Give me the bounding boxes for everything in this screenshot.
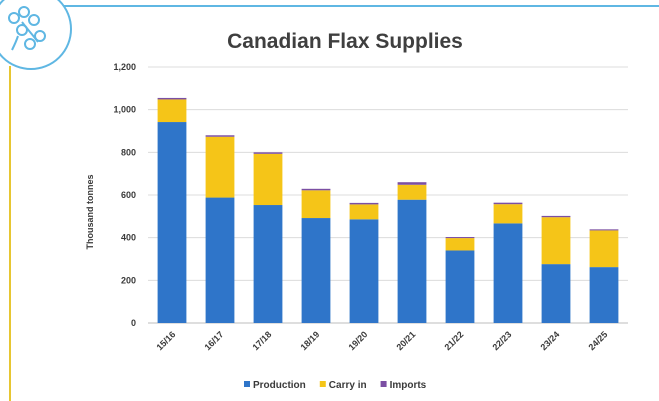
x-tick-label: 17/18 (250, 329, 273, 352)
bar-imports (205, 135, 235, 137)
bar-carry-in (541, 217, 571, 265)
legend-swatch (380, 381, 387, 387)
frame-top-border (62, 5, 659, 7)
y-tick-label: 800 (121, 147, 136, 157)
y-tick-label: 600 (121, 190, 136, 200)
legend-item-label: Imports (390, 380, 427, 391)
x-tick-label: 20/21 (394, 329, 417, 352)
bar-production (349, 219, 379, 323)
chart-title: Canadian Flax Supplies (227, 30, 463, 53)
bar-imports (253, 152, 283, 154)
bar-production (493, 223, 523, 323)
bar-carry-in (589, 230, 619, 268)
bar-imports (349, 202, 379, 205)
x-tick-label: 23/24 (538, 329, 561, 352)
y-axis-label: Thousand tonnes (85, 175, 95, 250)
bar-carry-in (397, 184, 427, 200)
bar-imports (493, 202, 523, 205)
bar-production (157, 122, 187, 323)
y-tick-label: 0 (131, 318, 136, 328)
frame-left-border (9, 66, 11, 401)
bar-imports (541, 215, 571, 218)
x-tick-label: 16/17 (202, 329, 225, 352)
bar-carry-in (493, 204, 523, 224)
legend-swatch (319, 381, 326, 387)
x-tick-label: 19/20 (346, 329, 369, 352)
bar-carry-in (349, 204, 379, 220)
bar-carry-in (157, 99, 187, 123)
bar-imports (397, 182, 427, 185)
bar-carry-in (205, 136, 235, 198)
x-tick-label: 18/19 (298, 329, 321, 352)
bar-carry-in (253, 153, 283, 206)
bar-imports (589, 229, 619, 231)
bar-production (445, 250, 475, 323)
y-tick-label: 1,000 (113, 105, 136, 115)
y-tick-label: 400 (121, 233, 136, 243)
bar-imports (157, 97, 187, 100)
flower-logo-icon (0, 0, 72, 70)
bar-production (589, 267, 619, 323)
bar-carry-in (301, 190, 331, 219)
bar-production (301, 218, 331, 323)
bar-production (253, 205, 283, 323)
x-tick-label: 24/25 (586, 329, 609, 352)
bar-imports (445, 237, 475, 239)
x-tick-label: 22/23 (490, 329, 513, 352)
bar-production (541, 264, 571, 323)
legend-item-label: Production (253, 380, 306, 391)
bar-production (397, 199, 427, 323)
bar-production (205, 197, 235, 323)
y-tick-label: 200 (121, 275, 136, 285)
x-tick-label: 21/22 (442, 329, 465, 352)
legend-item-label: Carry in (329, 380, 367, 391)
bar-imports (301, 188, 331, 191)
legend-swatch (244, 381, 250, 387)
bar-carry-in (445, 238, 475, 251)
y-tick-label: 1,200 (113, 62, 136, 72)
x-tick-label: 15/16 (154, 329, 177, 352)
